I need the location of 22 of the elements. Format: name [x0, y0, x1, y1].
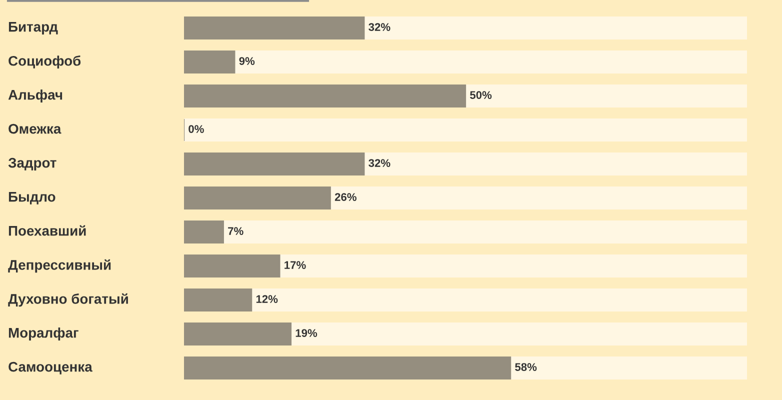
data-label: 9% — [239, 57, 255, 65]
y-tick-label: Задрот — [8, 158, 56, 170]
data-label: 17% — [284, 261, 306, 269]
data-label: 0% — [188, 125, 204, 133]
data-label: 50% — [470, 91, 492, 99]
y-tick-label: Социофоб — [8, 55, 81, 69]
y-tick-label: Поехавший — [8, 225, 86, 236]
y-tick-label: Альфач — [8, 90, 62, 102]
data-label: 58% — [515, 363, 537, 371]
data-label: 32% — [368, 23, 390, 31]
y-tick-label: Духовно богатый — [8, 293, 128, 307]
y-tick-label: Быдло — [8, 192, 56, 204]
y-tick-label: Депрессивный — [8, 259, 111, 273]
data-label: 19% — [296, 329, 318, 337]
y-tick-label: Омежка — [8, 124, 62, 134]
data-label: 26% — [334, 193, 356, 201]
data-label: 32% — [368, 159, 390, 167]
y-tick-label: Битард — [8, 22, 58, 34]
data-label: 12% — [256, 295, 278, 303]
data-label: 7% — [228, 227, 244, 235]
y-tick-label: Самооценка — [8, 362, 92, 374]
y-tick-label: Моралфаг — [8, 328, 78, 340]
